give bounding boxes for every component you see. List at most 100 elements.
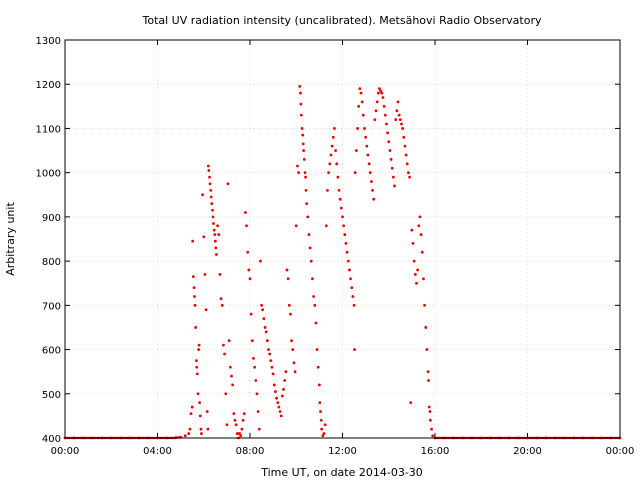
- data-point: [379, 89, 383, 93]
- data-point: [368, 171, 372, 175]
- data-point: [283, 379, 287, 382]
- data-point: [206, 427, 210, 431]
- data-point: [404, 153, 408, 157]
- data-point: [312, 295, 315, 298]
- data-point: [412, 259, 416, 263]
- data-point: [323, 423, 327, 427]
- data-point: [245, 224, 248, 228]
- y-tick-label: 1300: [36, 36, 61, 47]
- data-point: [191, 239, 195, 243]
- data-point: [344, 242, 348, 245]
- data-point: [326, 188, 329, 192]
- x-tick-label: 12:00: [328, 446, 357, 457]
- data-point: [214, 246, 218, 250]
- data-point: [287, 303, 291, 307]
- data-point: [285, 268, 289, 272]
- data-point: [363, 127, 366, 130]
- data-point: [183, 434, 187, 438]
- data-point: [233, 418, 237, 422]
- data-point: [409, 401, 413, 405]
- data-point: [247, 268, 251, 272]
- data-point: [324, 224, 328, 228]
- data-point: [400, 122, 403, 126]
- data-point: [197, 343, 201, 347]
- data-point: [289, 312, 292, 316]
- data-point: [275, 396, 278, 400]
- data-point: [317, 383, 321, 387]
- data-point: [205, 410, 209, 413]
- data-point: [308, 246, 312, 250]
- y-axis-label: Arbitrary unit: [4, 202, 17, 276]
- data-point: [381, 96, 385, 99]
- data-point: [190, 405, 194, 409]
- data-point: [259, 259, 262, 263]
- data-point: [278, 410, 282, 413]
- data-point: [358, 87, 362, 91]
- data-point: [193, 303, 197, 307]
- data-point: [187, 432, 191, 435]
- data-point: [204, 308, 208, 312]
- data-point: [341, 215, 344, 219]
- data-point: [307, 233, 311, 236]
- data-point: [371, 188, 374, 192]
- x-tick-label: 04:00: [143, 446, 172, 457]
- data-point: [294, 224, 298, 228]
- data-point: [208, 175, 211, 179]
- data-point: [403, 144, 407, 148]
- data-point: [277, 405, 281, 409]
- data-point: [249, 312, 253, 316]
- data-point: [213, 239, 217, 243]
- data-point: [241, 418, 245, 422]
- data-point: [224, 392, 228, 396]
- data-point: [299, 113, 303, 117]
- data-point: [376, 91, 380, 95]
- data-point: [198, 414, 202, 418]
- data-point: [238, 432, 241, 435]
- data-point: [361, 113, 365, 117]
- data-point: [248, 277, 252, 281]
- data-point: [293, 370, 297, 374]
- x-tick-label: 00:00: [51, 446, 80, 457]
- data-point: [354, 149, 358, 152]
- data-point: [418, 215, 422, 219]
- data-point: [346, 259, 350, 263]
- data-point: [374, 109, 378, 113]
- data-point: [269, 359, 273, 363]
- data-point: [428, 418, 432, 422]
- y-tick-label: 500: [42, 390, 61, 401]
- y-tick-label: 600: [42, 346, 61, 357]
- data-point: [220, 303, 224, 307]
- data-point: [343, 233, 347, 236]
- data-point: [375, 100, 379, 104]
- data-point: [402, 135, 406, 139]
- data-point: [413, 272, 417, 276]
- data-point: [416, 268, 420, 272]
- data-point: [257, 427, 261, 431]
- y-tick-label: 900: [42, 213, 61, 224]
- data-point: [424, 326, 428, 329]
- data-point: [322, 432, 326, 435]
- data-point: [411, 242, 415, 245]
- data-point: [387, 140, 391, 144]
- data-point: [370, 180, 373, 183]
- data-point: [353, 348, 356, 351]
- data-point: [235, 432, 239, 435]
- data-point: [410, 228, 414, 232]
- data-point: [315, 348, 319, 351]
- data-point: [226, 182, 230, 186]
- data-point: [373, 118, 377, 121]
- data-point: [265, 339, 269, 343]
- data-point: [383, 113, 387, 117]
- data-point: [207, 169, 211, 172]
- data-point: [292, 361, 296, 365]
- y-tick-label: 1100: [36, 124, 61, 135]
- data-point: [211, 215, 215, 219]
- data-point: [313, 303, 317, 307]
- data-point: [200, 432, 203, 435]
- data-point: [407, 171, 410, 175]
- data-point: [198, 401, 201, 405]
- data-point: [397, 113, 401, 117]
- data-point: [209, 195, 213, 199]
- y-tick-label: 400: [42, 434, 61, 445]
